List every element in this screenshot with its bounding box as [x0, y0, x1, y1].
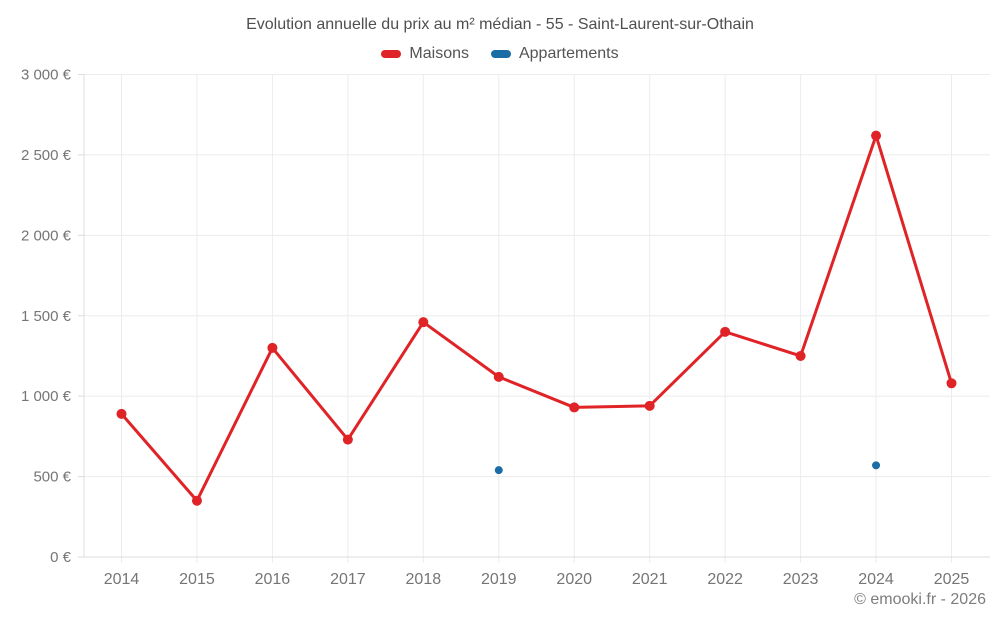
maisons-legend-swatch-icon: [381, 50, 402, 58]
maisons-point-2023[interactable]: [795, 350, 806, 361]
maisons-point-2024[interactable]: [871, 130, 882, 141]
x-tick-label: 2025: [934, 571, 970, 588]
x-tick-label: 2024: [858, 571, 894, 588]
maisons-point-2018[interactable]: [418, 317, 429, 328]
y-tick-label: 2 500 €: [21, 147, 72, 164]
x-tick-label: 2021: [632, 571, 668, 588]
appartements-point-2024[interactable]: [872, 461, 881, 470]
legend-item-appartements[interactable]: Appartements: [490, 45, 619, 63]
x-tick-label: 2017: [330, 571, 366, 588]
maisons-point-2015[interactable]: [191, 495, 202, 506]
maisons-line: [120, 134, 953, 503]
x-tick-label: 2019: [481, 571, 517, 588]
maisons-point-2021[interactable]: [644, 400, 655, 411]
y-tick-label: 0 €: [50, 549, 72, 566]
maisons-point-2022[interactable]: [720, 326, 731, 337]
appartements-legend-swatch-icon: [490, 50, 511, 58]
maisons-point-2019[interactable]: [493, 371, 504, 382]
x-tick-label: 2022: [707, 571, 743, 588]
x-tick-label: 2023: [783, 571, 819, 588]
maisons-point-2014[interactable]: [116, 408, 127, 419]
maisons-point-2017[interactable]: [342, 434, 353, 445]
x-tick-label: 2015: [179, 571, 215, 588]
chart-legend: Maisons Appartements: [0, 45, 1000, 63]
y-tick-label: 500 €: [33, 469, 71, 486]
copyright-footer: © emooki.fr - 2026: [854, 591, 986, 608]
x-tick-label: 2014: [104, 571, 140, 588]
chart-title: Evolution annuelle du prix au m² médian …: [246, 16, 754, 33]
maisons-point-2016[interactable]: [267, 342, 278, 353]
x-tick-label: 2020: [556, 571, 592, 588]
maisons-point-2025[interactable]: [946, 378, 957, 389]
legend-label-appartements: Appartements: [518, 45, 619, 62]
x-tick-label: 2016: [255, 571, 291, 588]
y-tick-label: 1 000 €: [21, 388, 72, 405]
appartements-point-2019[interactable]: [494, 466, 503, 475]
y-tick-label: 1 500 €: [21, 308, 72, 325]
maisons-point-2020[interactable]: [569, 402, 580, 413]
y-tick-label: 3 000 €: [21, 67, 72, 84]
y-tick-label: 2 000 €: [21, 227, 72, 244]
legend-item-maisons[interactable]: Maisons: [381, 45, 469, 63]
x-tick-label: 2018: [406, 571, 442, 588]
legend-label-maisons: Maisons: [409, 45, 469, 62]
